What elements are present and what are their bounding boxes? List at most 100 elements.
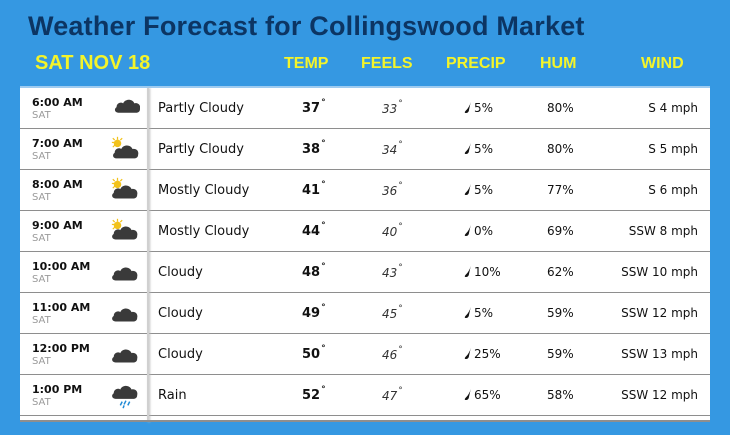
degree-symbol: ° (398, 181, 403, 191)
row-precip: 5% (464, 183, 493, 197)
table-row: 11:00 AM SAT Cloudy 49° 45° 5% 59% SSW 12 mph (20, 293, 710, 334)
row-condition: Rain (158, 388, 187, 403)
row-condition: Cloudy (158, 265, 203, 280)
temp-value: 52 (302, 388, 321, 403)
feels-value: 33 (382, 102, 398, 116)
row-day: SAT (32, 233, 51, 244)
raindrop-icon (464, 266, 472, 277)
temp-value: 49 (302, 306, 321, 321)
degree-symbol: ° (398, 140, 403, 150)
cloudy-icon (110, 258, 140, 286)
feels-value: 46 (382, 348, 398, 362)
row-feels: 47° (382, 386, 403, 403)
degree-symbol: ° (398, 345, 403, 355)
degree-symbol: ° (398, 386, 403, 396)
row-temp: 50° (302, 344, 326, 362)
row-wind: SSW 8 mph (628, 224, 698, 238)
raindrop-icon (464, 348, 472, 359)
row-wind: SSW 13 mph (621, 347, 698, 361)
row-feels: 36° (382, 181, 403, 198)
row-condition: Cloudy (158, 347, 203, 362)
forecast-table: 1:00 PM SAT Rain 52° 47° 65% 58% SSW 12 mph 12:0… (20, 86, 710, 422)
column-header-temp: TEMP (284, 55, 329, 72)
degree-symbol: ° (398, 304, 403, 314)
row-temp: 48° (302, 262, 326, 280)
row-time: 6:00 AM (32, 96, 83, 109)
row-precip: 5% (464, 101, 493, 115)
feels-value: 45 (382, 307, 398, 321)
precip-value: 25% (474, 347, 501, 361)
degree-symbol: ° (321, 221, 326, 231)
row-day: SAT (32, 151, 51, 162)
row-time: 10:00 AM (32, 260, 91, 273)
raindrop-icon (464, 102, 472, 113)
mostly-cloudy-day-icon (110, 217, 140, 245)
row-feels: 33° (382, 99, 403, 116)
row-humidity: 80% (547, 101, 574, 115)
raindrop-icon (464, 184, 472, 195)
row-temp: 49° (302, 303, 326, 321)
row-condition: Partly Cloudy (158, 142, 244, 157)
feels-value: 43 (382, 266, 398, 280)
cloudy-icon (110, 299, 140, 327)
row-humidity: 77% (547, 183, 574, 197)
row-feels: 43° (382, 263, 403, 280)
row-time: 7:00 AM (32, 137, 83, 150)
row-feels: 46° (382, 345, 403, 362)
partly-cloudy-day-icon (110, 135, 140, 163)
raindrop-icon (464, 225, 472, 236)
column-header-feels: FEELS (361, 55, 413, 72)
row-condition: Partly Cloudy (158, 101, 244, 116)
degree-symbol: ° (321, 303, 326, 313)
cloudy-icon (110, 340, 140, 368)
degree-symbol: ° (321, 98, 326, 108)
row-time: 12:00 PM (32, 342, 90, 355)
rain-icon (110, 381, 140, 409)
raindrop-icon (464, 143, 472, 154)
row-wind: SSW 12 mph (621, 306, 698, 320)
degree-symbol: ° (398, 263, 403, 273)
table-row: 6:00 AM SAT Partly Cloudy 37° 33° 5% 80% S 4 mp… (20, 88, 710, 129)
degree-symbol: ° (321, 262, 326, 272)
temp-value: 38 (302, 142, 321, 157)
temp-value: 48 (302, 265, 321, 280)
precip-value: 5% (474, 101, 494, 115)
row-day: SAT (32, 315, 51, 326)
row-precip: 10% (464, 265, 501, 279)
row-wind: S 4 mph (648, 101, 698, 115)
row-humidity: 58% (547, 388, 574, 402)
degree-symbol: ° (321, 139, 326, 149)
row-day: SAT (32, 274, 51, 285)
column-divider (147, 88, 149, 422)
row-wind: SSW 12 mph (621, 388, 698, 402)
table-bottom-border (20, 420, 710, 422)
temp-value: 41 (302, 183, 321, 198)
precip-value: 5% (474, 306, 494, 320)
precip-value: 5% (474, 183, 494, 197)
row-feels: 40° (382, 222, 403, 239)
raindrop-icon (464, 307, 472, 318)
row-condition: Cloudy (158, 306, 203, 321)
degree-symbol: ° (321, 385, 326, 395)
row-temp: 38° (302, 139, 326, 157)
degree-symbol: ° (321, 344, 326, 354)
precip-value: 0% (474, 224, 494, 238)
partly-cloudy-night-icon (110, 94, 141, 122)
precip-value: 10% (474, 265, 501, 279)
row-feels: 45° (382, 304, 403, 321)
row-day: SAT (32, 356, 51, 367)
row-day: SAT (32, 192, 51, 203)
row-wind: S 5 mph (648, 142, 698, 156)
feels-value: 47 (382, 389, 398, 403)
table-row: 7:00 AM SAT Partly Cloudy 38° 34° 5% 80% S 5 mp… (20, 129, 710, 170)
row-wind: S 6 mph (648, 183, 698, 197)
column-header-precip: PRECIP (446, 55, 506, 72)
row-temp: 44° (302, 221, 326, 239)
table-row: 12:00 PM SAT Cloudy 50° 46° 25% 59% SSW 13 mph (20, 334, 710, 375)
temp-value: 50 (302, 347, 321, 362)
row-humidity: 59% (547, 306, 574, 320)
table-row: 8:00 AM SAT Mostly Cloudy 41° 36° 5% 77% S 6 mp… (20, 170, 710, 211)
precip-value: 5% (474, 142, 494, 156)
row-precip: 0% (464, 224, 493, 238)
page-title: Weather Forecast for Collingswood Market (28, 11, 585, 41)
